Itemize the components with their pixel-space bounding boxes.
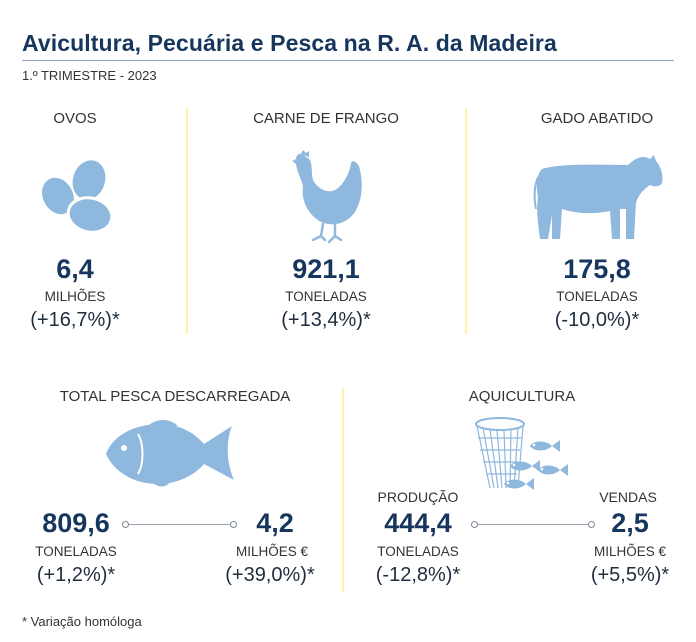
aquicultura-left-value: 444,4: [366, 508, 470, 539]
pesca-right-unit: MILHÕES €: [212, 544, 332, 559]
pesca-right-variation: (+39,0%)*: [200, 564, 340, 587]
gado-label: GADO ABATIDO: [512, 110, 682, 127]
divider-1: [186, 108, 188, 334]
aquicultura-right-unit: MILHÕES €: [574, 544, 686, 559]
aquicultura-left-caption: PRODUÇÃO: [370, 489, 466, 505]
page-title: Avicultura, Pecuária e Pesca na R. A. da…: [22, 30, 557, 57]
footnote: * Variação homóloga: [22, 614, 142, 629]
frango-variation: (+13,4%)*: [236, 309, 416, 332]
fish-icon: [104, 418, 238, 488]
divider-3: [342, 388, 344, 592]
frango-value: 921,1: [236, 254, 416, 285]
gado-variation: (-10,0%)*: [512, 309, 682, 332]
aquicultura-left-variation: (-12,8%)*: [356, 564, 480, 587]
ovos-label: OVOS: [20, 110, 130, 127]
pesca-connector-start: [122, 521, 129, 528]
pesca-label: TOTAL PESCA DESCARREGADA: [40, 388, 310, 405]
pesca-left-variation: (+1,2%)*: [8, 564, 144, 587]
aquicultura-right-variation: (+5,5%)*: [570, 564, 690, 587]
aquicultura-right-caption: VENDAS: [588, 489, 668, 505]
cow-icon: [532, 153, 666, 243]
fish-farm-icon: [474, 416, 584, 490]
frango-label: CARNE DE FRANGO: [236, 110, 416, 127]
pesca-left-value: 809,6: [18, 508, 134, 539]
ovos-variation: (+16,7%)*: [10, 309, 140, 332]
divider-2: [465, 108, 467, 334]
gado-value: 175,8: [512, 254, 682, 285]
aquicultura-left-unit: TONELADAS: [366, 544, 470, 559]
title-divider: [22, 60, 674, 61]
ovos-value: 6,4: [20, 254, 130, 285]
aquicultura-right-value: 2,5: [592, 508, 668, 539]
aquicultura-label: AQUICULTURA: [452, 388, 592, 405]
chicken-icon: [291, 150, 365, 246]
pesca-connector: [129, 524, 230, 525]
eggs-icon: [38, 158, 118, 238]
aquicultura-connector-start: [471, 521, 478, 528]
ovos-unit: MILHÕES: [20, 289, 130, 304]
page-subtitle: 1.º TRIMESTRE - 2023: [22, 68, 157, 83]
gado-unit: TONELADAS: [512, 289, 682, 304]
aquicultura-connector: [478, 524, 588, 525]
pesca-right-value: 4,2: [230, 508, 320, 539]
frango-unit: TONELADAS: [236, 289, 416, 304]
pesca-left-unit: TONELADAS: [18, 544, 134, 559]
